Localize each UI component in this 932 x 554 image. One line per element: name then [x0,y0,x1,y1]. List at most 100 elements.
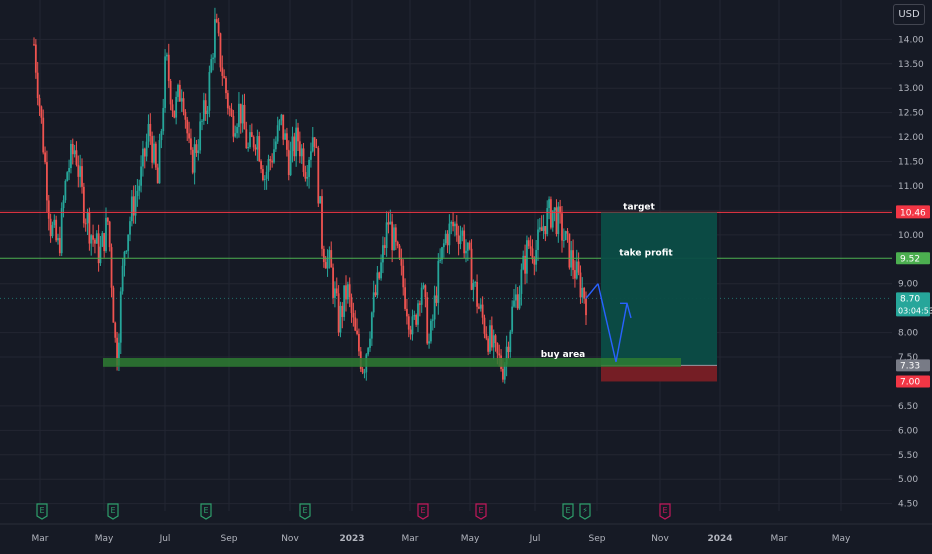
candle [201,120,203,122]
buy-area-box [103,358,681,367]
candle [282,114,285,140]
x-tick-label: May [95,534,114,544]
event-marker-text: E [478,506,483,515]
candle [472,283,475,290]
x-tick-label: May [832,534,851,544]
candle [439,259,442,261]
candle [210,59,213,73]
candle [284,133,286,140]
x-tick-label: Nov [651,534,669,544]
candle [544,226,547,235]
candle [406,308,408,317]
x-tick-label: Sep [221,534,238,544]
x-tick-label: Mar [32,534,49,544]
candle [479,304,482,309]
candle [559,206,562,214]
candle [430,320,432,342]
candle [219,33,222,68]
candle [433,295,436,320]
candle [572,250,574,271]
candle [60,208,63,254]
price-tag [896,375,930,388]
candle [490,325,493,348]
y-tick-label: 5.50 [898,451,918,461]
price-tag [896,359,930,372]
candle [350,297,353,313]
candle [442,243,445,248]
candle [214,19,216,58]
candle [55,219,58,241]
candle [524,255,526,274]
candle [367,347,370,355]
candle [190,138,192,150]
candle [182,98,185,112]
candle [86,212,89,224]
candle [132,196,135,216]
candle [505,346,508,365]
candle [457,235,460,245]
candle [228,108,231,110]
candle [385,222,388,248]
candle [184,111,187,120]
earnings-marker-icon [200,503,212,520]
candle [280,114,283,121]
y-tick-label: 13.50 [898,60,924,70]
candle [577,261,580,273]
candle [315,146,318,149]
candle [99,246,102,264]
candle [478,306,480,309]
candle [70,143,72,169]
candle [145,141,148,157]
candle [116,337,118,366]
candle [267,159,270,172]
candle [239,103,242,124]
candle [221,67,224,76]
candle [297,127,299,142]
candle [226,93,229,109]
candle [503,364,506,380]
price-tag-text: 10.46 [900,208,926,218]
candle [465,250,467,254]
price-tag-text: 7.33 [900,361,920,371]
candle [328,250,331,258]
candle [252,136,255,148]
candle [158,140,161,184]
candle [537,229,539,251]
candle [387,222,390,225]
candle [271,160,274,163]
candle [238,103,240,127]
candle [370,312,373,339]
candle [566,231,569,234]
candle [557,206,560,235]
candle [526,240,528,274]
candle [561,213,563,241]
loss-zone [601,365,717,382]
x-tick-label: Sep [589,534,606,544]
candle [136,190,139,197]
candle [404,287,406,309]
candle [298,141,301,157]
candle [254,147,257,150]
candle [62,200,65,209]
candle [455,223,458,236]
candle [166,54,168,57]
candle [160,131,163,141]
candle [481,304,484,318]
candle [400,258,403,266]
candle [75,150,78,165]
profit-zone [601,212,717,366]
y-tick-label: 9.00 [898,280,918,290]
candle [129,221,131,235]
projection-path [585,283,628,363]
candle [474,281,477,284]
candle [570,250,573,268]
currency-button[interactable]: USD [893,4,925,25]
candle [34,44,37,73]
price-tag-text: 8.70 [900,294,920,304]
candle [422,285,425,288]
candle [162,107,165,132]
candle [33,44,35,46]
candle [250,132,253,137]
candle [548,199,550,209]
